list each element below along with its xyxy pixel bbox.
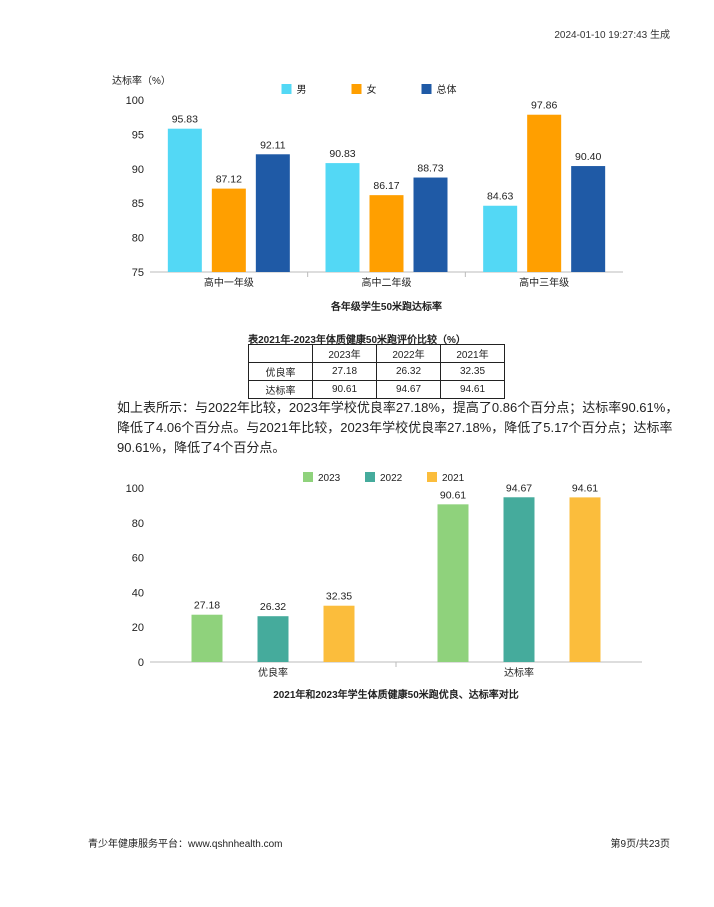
y-tick-label: 80 [132, 518, 144, 530]
footer-site: 青少年健康服务平台：www.qshnhealth.com [88, 839, 283, 850]
bar [503, 497, 535, 662]
table-cell: 26.32 [376, 362, 441, 381]
table-row: 优良率 27.18 26.32 32.35 [248, 362, 505, 381]
legend-label: 2022 [380, 473, 403, 484]
bar-value-label: 94.61 [572, 482, 598, 494]
legend-swatch [281, 84, 292, 94]
y-axis-label: 达标率（%） [112, 74, 171, 87]
legend-swatch [351, 84, 362, 94]
footer-page-number: 第9页/共23页 [610, 839, 670, 850]
legend-label: 2021 [442, 473, 465, 484]
x-tick-label: 高中三年级 [519, 276, 569, 289]
y-tick-label: 100 [126, 483, 144, 495]
table-header-cell [248, 344, 313, 363]
table-header-cell: 2023年 [312, 344, 377, 363]
y-tick-label: 100 [126, 95, 144, 107]
table-caption: 表2021年-2023年体质健康50米跑评价比较（%） [248, 335, 466, 346]
bar [483, 205, 518, 272]
bar [257, 616, 289, 662]
bar [437, 504, 469, 662]
bar-value-label: 86.17 [373, 180, 399, 192]
grade-pass-rate-chart: 达标率（%） 75 80 85 90 95 100 男 女 总体 95.83 87.12 92.11 高中… [112, 74, 623, 313]
bar-value-label: 87.12 [216, 174, 242, 186]
bar [191, 614, 223, 662]
bar [569, 497, 601, 662]
bar-value-label: 84.63 [487, 191, 513, 203]
bar-value-label: 95.83 [172, 114, 198, 126]
bar-value-label: 90.83 [329, 148, 355, 160]
table-cell: 90.61 [312, 380, 377, 399]
bar [325, 163, 360, 272]
bar [571, 166, 606, 272]
table-header-row: 2023年 2022年 2021年 [248, 344, 505, 363]
table-header-cell: 2022年 [376, 344, 441, 363]
table-cell: 优良率 [248, 362, 313, 381]
table-cell: 94.67 [376, 380, 441, 399]
legend-swatch [303, 472, 313, 482]
chart-title: 各年级学生50米跑达标率 [330, 300, 442, 313]
x-tick-label: 优良率 [258, 666, 288, 679]
bar-value-label: 88.73 [417, 163, 443, 175]
y-tick-label: 85 [132, 198, 144, 210]
y-tick-label: 20 [132, 622, 144, 634]
bar-value-label: 90.40 [575, 151, 601, 163]
x-tick-label: 达标率 [504, 666, 534, 679]
bar-value-label: 94.67 [506, 482, 532, 494]
bar [369, 195, 404, 272]
y-tick-label: 95 [132, 129, 144, 141]
y-tick-label: 90 [132, 164, 144, 176]
y-tick-label: 0 [138, 657, 144, 669]
x-tick-label: 高中二年级 [362, 276, 412, 289]
bar-value-label: 92.11 [260, 139, 286, 151]
bar-value-label: 27.18 [194, 600, 220, 612]
bar [323, 605, 355, 662]
legend-label: 总体 [437, 83, 457, 96]
comparison-table: 2023年 2022年 2021年 优良率 27.18 26.32 32.35 … [248, 344, 505, 399]
legend-label: 男 [297, 84, 307, 96]
y-tick-label: 75 [132, 267, 144, 279]
y-tick-label: 40 [132, 587, 144, 599]
table-row: 达标率 90.61 94.67 94.61 [248, 380, 505, 399]
bar-value-label: 97.86 [531, 100, 557, 112]
legend-swatch [365, 472, 375, 482]
y-tick-label: 60 [132, 553, 144, 565]
bar [167, 128, 202, 272]
chart-title: 2021年和2023年学生体质健康50米跑优良、达标率对比 [273, 688, 519, 701]
analysis-paragraph: 如上表所示：与2022年比较，2023年学校优良率27.18%，提高了0.86个… [117, 400, 679, 455]
y-tick-label: 80 [132, 233, 144, 245]
generated-timestamp: 2024-01-10 19:27:43 生成 [554, 30, 670, 41]
table-cell: 27.18 [312, 362, 377, 381]
table-cell: 达标率 [248, 380, 313, 399]
legend-swatch [427, 472, 437, 482]
year-comparison-chart: 0 20 40 60 80 100 2023 2022 2021 27.18 26.32 32.35 优… [126, 472, 642, 701]
bar-value-label: 32.35 [326, 591, 352, 603]
legend-swatch [421, 84, 432, 94]
legend-label: 女 [367, 83, 377, 96]
bar [255, 154, 290, 272]
table-cell: 32.35 [440, 362, 505, 381]
bar-value-label: 90.61 [440, 489, 466, 501]
bar [527, 114, 562, 272]
x-tick-label: 高中一年级 [204, 276, 254, 289]
legend-label: 2023 [318, 473, 341, 484]
table-cell: 94.61 [440, 380, 505, 399]
bar-value-label: 26.32 [260, 601, 286, 613]
bar [413, 177, 448, 272]
table-header-cell: 2021年 [440, 344, 505, 363]
bar [211, 188, 246, 272]
